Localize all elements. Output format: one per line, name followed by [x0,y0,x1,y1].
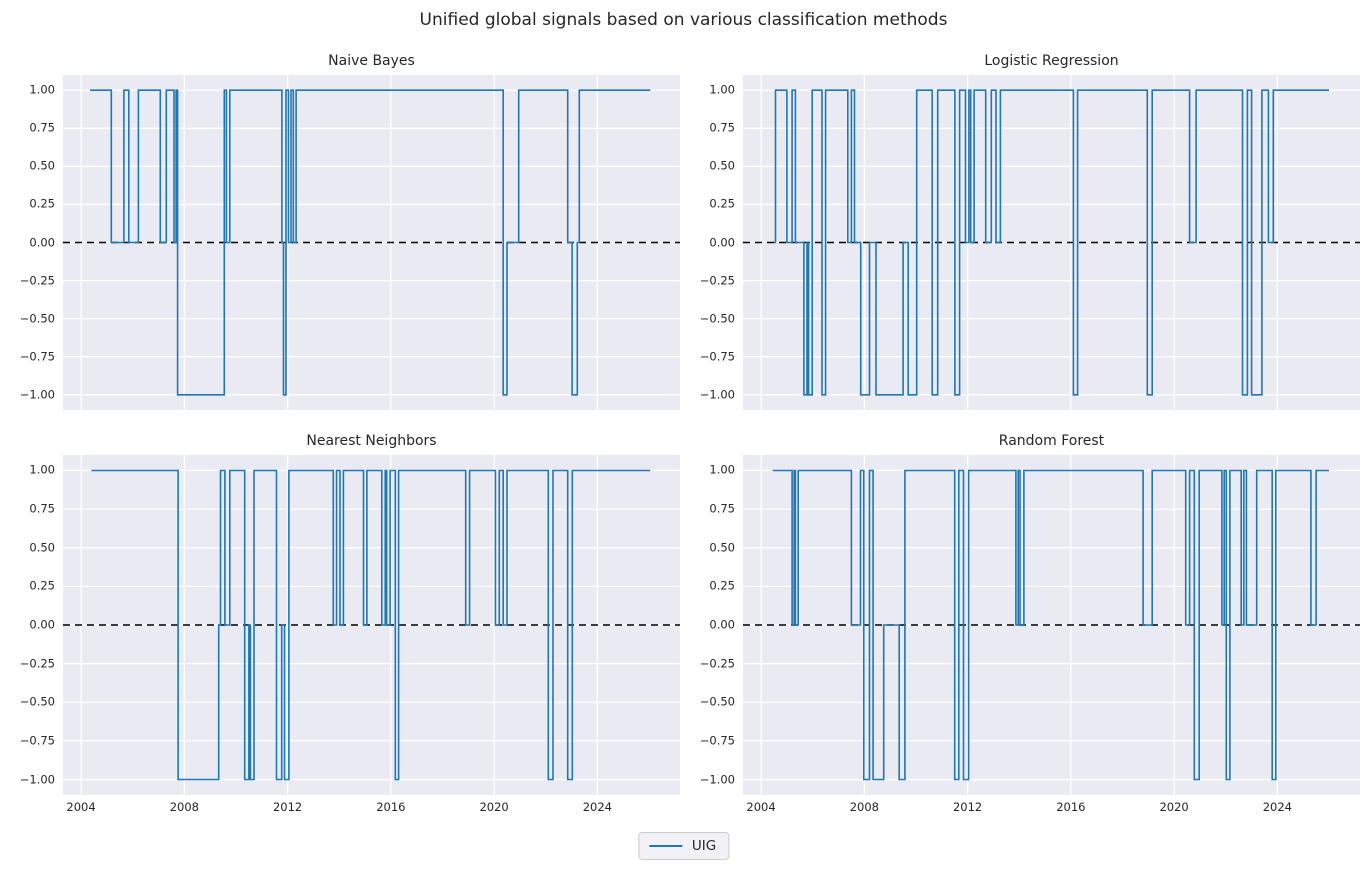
subplot-title: Naive Bayes [328,53,415,69]
y-tick-label: −0.50 [699,694,735,709]
y-tick-label: 0.00 [29,617,55,632]
x-tick-label: 2004 [66,800,96,814]
figure-title: Unified global signals based on various … [419,10,948,30]
y-tick-label: 0.50 [29,158,55,173]
x-tick-label: 2016 [376,800,406,814]
y-tick-label: 0.00 [29,234,55,249]
y-tick-label: −1.00 [19,387,55,402]
legend-label: UIG [691,838,717,854]
x-tick-label: 2008 [169,800,199,814]
x-tick-label: 2016 [1056,800,1086,814]
y-tick-label: −0.50 [699,310,735,325]
y-tick-label: −0.25 [699,655,735,670]
y-tick-label: 1.00 [29,82,55,97]
x-tick-label: 2020 [1159,800,1189,814]
signal-chart [743,455,1360,795]
y-tick-label: 0.50 [709,158,735,173]
signal-chart [63,75,680,410]
subplot-logistic-regression: Logistic Regression 1.00 0.75 0.50 0.25 0.00… [700,53,1360,410]
subplot-title: Random Forest [998,433,1105,449]
x-tick-label: 2024 [582,800,613,814]
y-tick-label: 0.75 [709,501,735,516]
y-tick-label: 0.00 [709,617,735,632]
y-tick-label: −1.00 [699,771,735,786]
signal-chart [63,455,680,795]
y-tick-label: −0.75 [699,733,735,748]
y-tick-label: 0.75 [29,120,55,135]
legend-line-swatch [648,845,682,847]
y-tick-label: −0.50 [19,694,55,709]
y-tick-label: −1.00 [19,771,55,786]
y-tick-label: −0.75 [19,348,55,363]
y-tick-label: 0.25 [709,578,735,593]
y-tick-label: −0.50 [19,310,55,325]
y-tick-label: 1.00 [29,462,55,477]
subplot-nearest-neighbors: Nearest Neighbors 1.00 0.75 0.50 0.25 0.00 −0… [20,433,680,813]
y-tick-label: 0.00 [709,234,735,249]
x-tick-label: 2008 [849,800,879,814]
y-tick-label: 1.00 [709,82,735,97]
y-tick-label: −0.25 [19,272,55,287]
subplot-random-forest: Random Forest 1.00 0.75 0.50 0.25 0.00 −0.25 −… [700,433,1360,813]
y-tick-label: 0.25 [29,578,55,593]
y-tick-label: 0.75 [29,501,55,516]
signal-chart [743,75,1360,410]
y-tick-label: 1.00 [709,462,735,477]
y-tick-label: −1.00 [699,387,735,402]
x-tick-label: 2004 [746,800,776,814]
subplot-naive-bayes: Naive Bayes 1.00 0.75 0.50 0.25 0.00 −0.25 −0.… [20,53,680,410]
y-tick-label: 0.50 [709,539,735,554]
y-tick-label: 0.25 [29,196,55,211]
subplot-title: Nearest Neighbors [306,433,437,449]
y-tick-label: 0.50 [29,539,55,554]
x-tick-label: 2012 [952,800,983,814]
y-tick-label: 0.25 [709,196,735,211]
y-tick-label: −0.75 [19,733,55,748]
y-tick-label: −0.75 [699,348,735,363]
x-tick-label: 2012 [272,800,303,814]
subplot-title: Logistic Regression [984,53,1119,69]
y-tick-label: −0.25 [19,655,55,670]
legend: UIG [637,832,730,860]
y-tick-label: 0.75 [709,120,735,135]
x-tick-label: 2024 [1262,800,1293,814]
y-tick-label: −0.25 [699,272,735,287]
x-tick-label: 2020 [479,800,509,814]
